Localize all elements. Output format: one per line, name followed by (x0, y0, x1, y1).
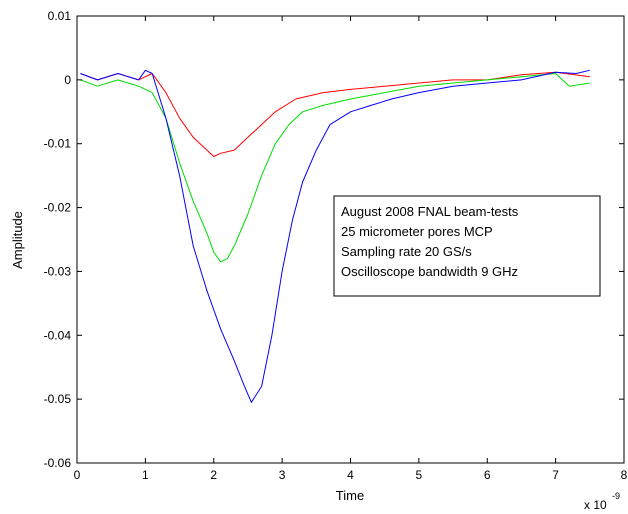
y-tick-label: -0.02 (44, 201, 72, 215)
plot-frame (76, 15, 625, 464)
x-tick-label: 2 (210, 468, 217, 482)
y-tick-label: 0 (64, 73, 71, 87)
y-tick-label: -0.04 (44, 328, 72, 342)
y-tick-label: -0.05 (44, 392, 72, 406)
x-exponent-power: -9 (612, 491, 620, 501)
annotation-frame (333, 195, 601, 297)
y-axis-label: Amplitude (10, 211, 25, 269)
x-tick-label: 0 (74, 468, 81, 482)
x-tick-label: 4 (347, 468, 354, 482)
series-line-3 (80, 69, 590, 403)
x-axis-label: Time (336, 488, 364, 503)
annotation-box: August 2008 FNAL beam-tests 25 micromete… (333, 195, 601, 297)
series-layer (80, 69, 590, 403)
axes-layer: 0 1 2 3 4 5 6 7 8 0.01 0 -0.01 -0.02 -0.03 -0.04 -0.05 -… (44, 9, 628, 482)
annotation-line-4: Oscilloscope bandwidth 9 GHz (341, 264, 518, 279)
annotation-line-1: August 2008 FNAL beam-tests (341, 204, 519, 219)
x-tick-label: 7 (552, 468, 559, 482)
x-tick-label: 1 (142, 468, 149, 482)
y-tick-label: -0.01 (44, 137, 72, 151)
x-tick-label: 8 (621, 468, 628, 482)
x-exponent-label: x 10 (584, 498, 607, 512)
y-tick-label: 0.01 (48, 9, 72, 23)
x-tick-label: 5 (416, 468, 423, 482)
series-line-2 (80, 73, 590, 263)
x-tick-label: 3 (279, 468, 286, 482)
y-tick-label: -0.03 (44, 264, 72, 278)
annotation-line-3: Sampling rate 20 GS/s (341, 244, 472, 259)
y-tick-label: -0.06 (44, 456, 72, 470)
annotation-line-2: 25 micrometer pores MCP (341, 224, 493, 239)
x-tick-label: 6 (484, 468, 491, 482)
